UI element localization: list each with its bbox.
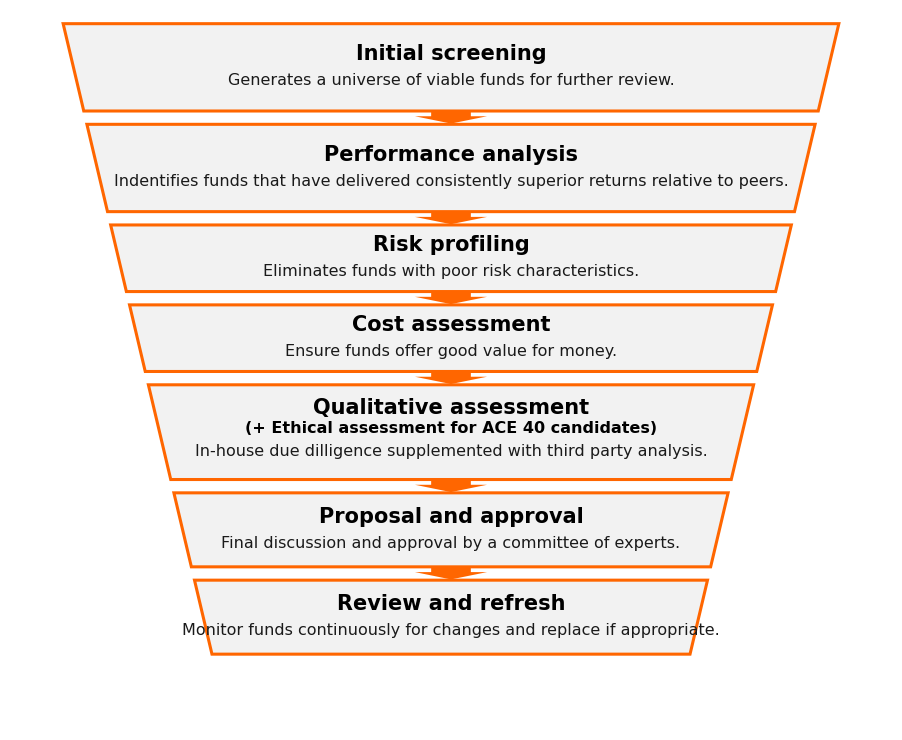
Text: (+ Ethical assessment for ACE 40 candidates): (+ Ethical assessment for ACE 40 candida… [245, 421, 657, 436]
Polygon shape [415, 212, 487, 224]
Polygon shape [415, 568, 487, 579]
Text: Cost assessment: Cost assessment [352, 314, 550, 335]
Polygon shape [111, 225, 791, 292]
Text: Monitor funds continuously for changes and replace if appropriate.: Monitor funds continuously for changes a… [182, 623, 720, 638]
Polygon shape [87, 124, 815, 212]
Polygon shape [130, 305, 772, 371]
Polygon shape [195, 580, 707, 654]
Polygon shape [415, 292, 487, 304]
Text: Review and refresh: Review and refresh [336, 593, 566, 614]
Polygon shape [149, 385, 753, 480]
Polygon shape [415, 480, 487, 492]
Polygon shape [63, 24, 839, 111]
Text: Final discussion and approval by a committee of experts.: Final discussion and approval by a commi… [221, 536, 681, 551]
Text: Generates a universe of viable funds for further review.: Generates a universe of viable funds for… [227, 73, 675, 88]
Text: Eliminates funds with poor risk characteristics.: Eliminates funds with poor risk characte… [262, 264, 640, 279]
Text: Initial screening: Initial screening [355, 44, 547, 64]
Text: Indentifies funds that have delivered consistently superior returns relative to : Indentifies funds that have delivered co… [114, 174, 788, 189]
Text: Proposal and approval: Proposal and approval [318, 506, 584, 527]
Text: Risk profiling: Risk profiling [373, 235, 529, 255]
Text: Qualitative assessment: Qualitative assessment [313, 398, 589, 419]
Polygon shape [174, 493, 728, 567]
Text: Ensure funds offer good value for money.: Ensure funds offer good value for money. [285, 344, 617, 359]
Polygon shape [415, 112, 487, 124]
Text: In-house due dilligence supplemented with third party analysis.: In-house due dilligence supplemented wit… [195, 444, 707, 459]
Text: Performance analysis: Performance analysis [324, 144, 578, 165]
Polygon shape [415, 372, 487, 384]
